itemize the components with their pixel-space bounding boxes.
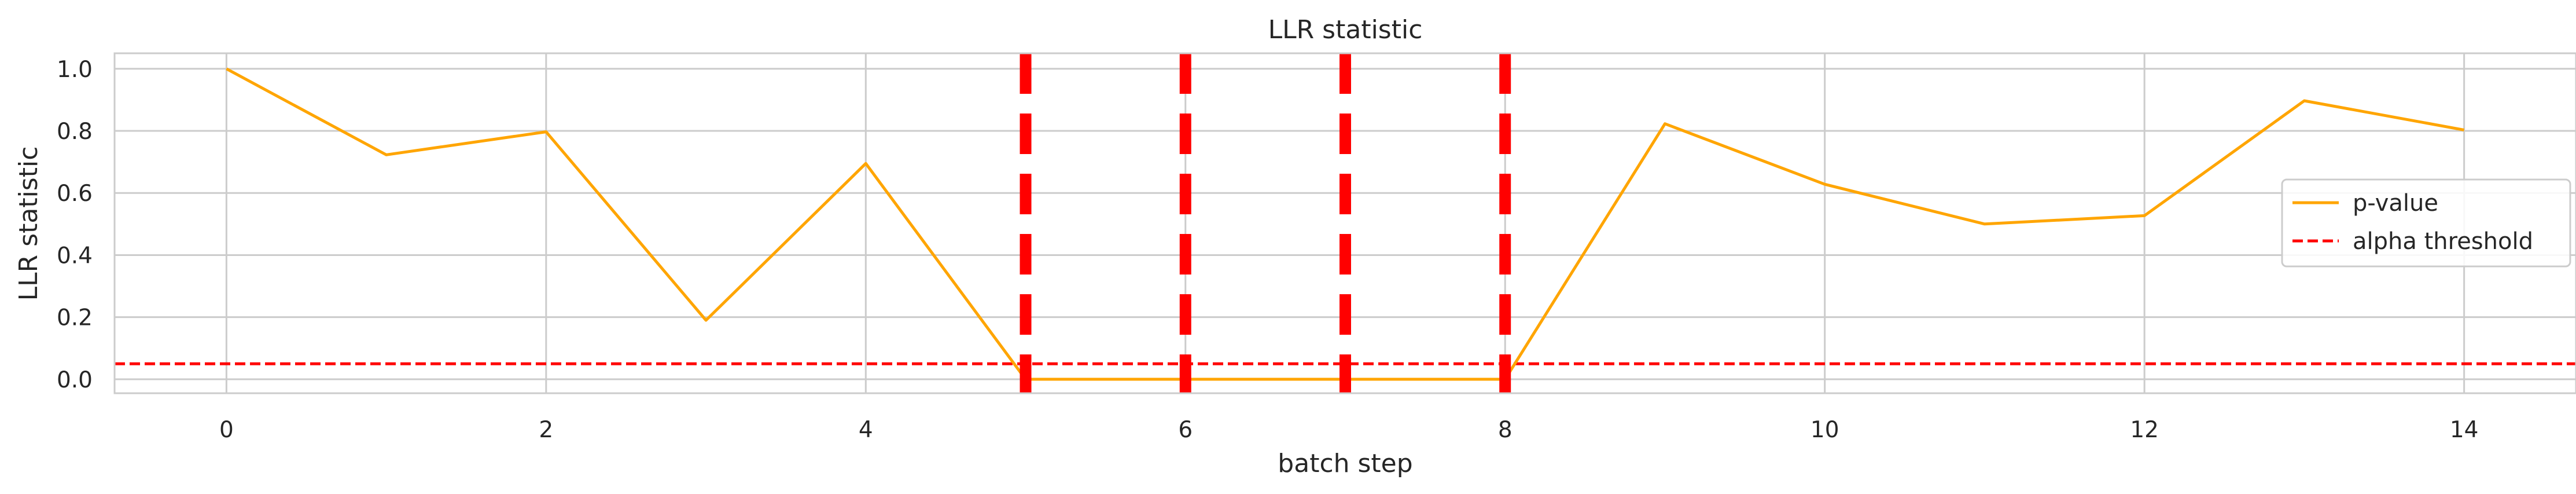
x-tick-label: 12 — [2130, 417, 2159, 443]
x-tick-labels: 0 2 4 6 8 10 12 14 — [219, 417, 2479, 443]
y-tick-label: 0.0 — [57, 367, 93, 393]
legend-label-alpha-threshold: alpha threshold — [2353, 228, 2533, 255]
x-tick-label: 0 — [219, 417, 234, 443]
x-axis-label: batch step — [1278, 449, 1412, 478]
x-tick-label: 8 — [1498, 417, 1513, 443]
y-axis-label: LLR statistic — [14, 147, 43, 301]
x-tick-label: 10 — [1810, 417, 1839, 443]
x-tick-label: 6 — [1178, 417, 1193, 443]
y-tick-labels: 0.0 0.2 0.4 0.6 0.8 1.0 — [57, 57, 93, 393]
legend-label-p-value: p-value — [2353, 190, 2438, 217]
plot-frame — [113, 52, 2576, 394]
x-tick-label: 14 — [2450, 417, 2479, 443]
y-tick-label: 1.0 — [57, 57, 93, 83]
legend-box — [2281, 178, 2571, 268]
y-tick-label: 0.2 — [57, 305, 93, 331]
vertical-markers — [1020, 53, 1511, 393]
legend: p-value alpha threshold — [2281, 178, 2571, 268]
grid — [115, 53, 2576, 393]
x-tick-label: 4 — [859, 417, 873, 443]
x-tick-label: 2 — [539, 417, 553, 443]
chart-title: LLR statistic — [1268, 15, 1423, 45]
y-tick-label: 0.6 — [57, 181, 93, 207]
y-tick-label: 0.8 — [57, 119, 93, 145]
y-tick-label: 0.4 — [57, 243, 93, 269]
